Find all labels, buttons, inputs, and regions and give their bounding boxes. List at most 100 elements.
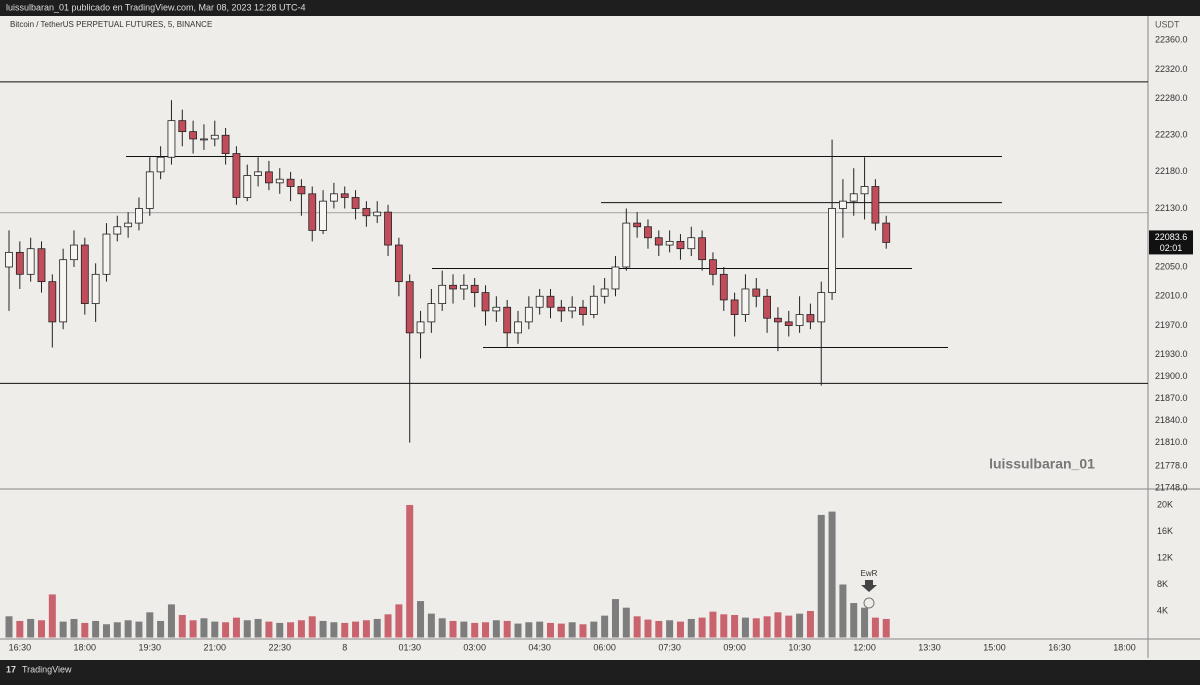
volume-bar <box>135 621 143 638</box>
footer: TradingView <box>22 664 72 674</box>
candle-body <box>503 306 512 334</box>
y-tick-label: 22050.0 <box>1155 261 1188 271</box>
candle-body <box>871 186 880 224</box>
chart-bg <box>0 16 1200 660</box>
candle-body <box>481 292 490 312</box>
volume-bar <box>297 620 305 638</box>
volume-bar <box>70 618 78 638</box>
x-tick-label: 22:30 <box>268 642 291 652</box>
y-tick-label: 22230.0 <box>1155 130 1188 140</box>
y-tick-label: 21748.0 <box>1155 482 1188 492</box>
x-tick-label: 18:00 <box>74 642 97 652</box>
volume-bar <box>362 620 370 638</box>
volume-bar <box>276 622 284 638</box>
candle-body <box>459 284 468 290</box>
volume-bar <box>384 614 392 638</box>
candle-body <box>719 273 728 301</box>
candle-body <box>633 222 642 228</box>
x-tick-label: 19:30 <box>139 642 162 652</box>
volume-bar <box>330 622 338 638</box>
candle-body <box>135 208 143 224</box>
x-tick-label: 10:30 <box>788 642 811 652</box>
volume-bar <box>492 620 500 638</box>
candle-body <box>384 211 392 246</box>
candle-body <box>839 200 847 209</box>
candle-body <box>178 120 187 133</box>
volume-bar <box>796 613 804 638</box>
candle-body <box>438 284 447 304</box>
candle-body <box>232 153 241 198</box>
candle-body <box>698 237 707 261</box>
candle-body <box>373 211 382 217</box>
x-tick-label: 21:00 <box>204 642 227 652</box>
x-tick-label: 16:30 <box>1048 642 1071 652</box>
candle-body <box>15 251 24 275</box>
candle-body <box>806 314 815 323</box>
y-tick-label: 22360.0 <box>1155 35 1188 45</box>
candle-body <box>828 208 836 294</box>
volume-bar <box>676 621 684 638</box>
volume-bar <box>81 622 89 638</box>
volume-bar <box>243 620 251 638</box>
volume-bar <box>438 618 446 638</box>
candle-body <box>546 295 555 308</box>
y-tick-label: 21870.0 <box>1155 393 1188 403</box>
volume-bar <box>514 623 522 638</box>
candle-body <box>254 171 262 176</box>
candle-body <box>189 131 198 140</box>
volume-bar <box>395 604 403 638</box>
volume-bar <box>633 616 641 638</box>
volume-bar <box>265 621 273 638</box>
volume-tick-label: 12K <box>1157 552 1173 562</box>
candle-body <box>709 259 717 275</box>
volume-bar <box>817 514 825 638</box>
volume-bar <box>720 614 728 638</box>
y-tick-label: 22180.0 <box>1155 166 1188 176</box>
y-tick-label: 22280.0 <box>1155 93 1188 103</box>
candle-body <box>752 288 761 297</box>
candle-body <box>665 240 674 246</box>
candle-body <box>329 193 338 202</box>
volume-bar <box>601 615 609 638</box>
candle-body <box>243 175 252 198</box>
watermark: luissulbaran_01 <box>989 456 1095 472</box>
volume-bar <box>211 621 219 638</box>
candle-body <box>405 281 414 334</box>
y-tick-label: 21778.0 <box>1155 460 1188 470</box>
candle-body <box>102 233 111 275</box>
volume-bar <box>882 618 890 638</box>
candle-body <box>568 306 577 312</box>
candle-body <box>860 186 869 195</box>
logo: 17 <box>6 664 16 674</box>
y-tick-label: 22320.0 <box>1155 64 1188 74</box>
candle-body <box>676 240 685 250</box>
candle-body <box>340 193 349 198</box>
bottom-bar <box>0 660 1200 680</box>
candle-body <box>48 281 57 323</box>
candle-body <box>687 237 696 250</box>
volume-bar <box>16 620 24 638</box>
volume-bar <box>525 622 533 638</box>
candle-body <box>156 156 165 173</box>
volume-bar <box>222 622 230 638</box>
candle-body <box>492 306 501 312</box>
volume-bar <box>547 622 554 638</box>
header: luissulbaran_01 publicado en TradingView… <box>6 2 306 12</box>
volume-bar <box>482 622 490 638</box>
x-tick-label: 06:00 <box>593 642 616 652</box>
volume-bar <box>352 621 360 638</box>
volume-bar <box>5 616 13 638</box>
x-tick-label: 04:30 <box>528 642 551 652</box>
x-tick-label: 13:30 <box>918 642 941 652</box>
candle-body <box>579 306 587 315</box>
currency: USDT <box>1155 19 1180 29</box>
y-tick-label: 21900.0 <box>1155 371 1188 381</box>
volume-bar <box>774 612 782 638</box>
candle-body <box>514 321 522 334</box>
volume-bar <box>806 610 814 638</box>
volume-bar <box>536 621 544 638</box>
volume-bar <box>232 617 240 638</box>
x-tick-label: 16:30 <box>9 642 32 652</box>
volume-bar <box>341 622 349 638</box>
